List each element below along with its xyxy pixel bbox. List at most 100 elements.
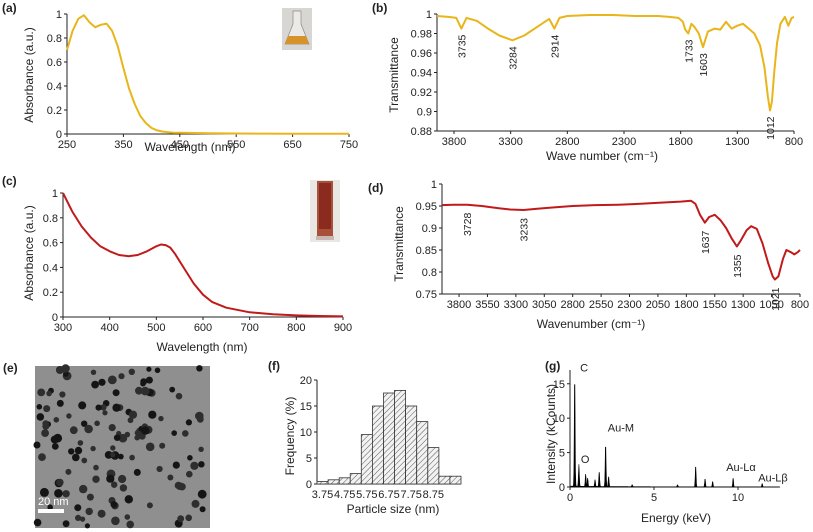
nanoparticle [42, 420, 49, 427]
panel-d-label: (d) [368, 181, 383, 195]
nanoparticle [140, 386, 150, 396]
x-tick-label: 4.75 [334, 489, 355, 501]
nanoparticle [127, 417, 134, 424]
nanoparticle [51, 443, 59, 450]
nanoparticle [74, 504, 82, 512]
nanoparticle [91, 380, 99, 389]
nanoparticle [36, 404, 43, 410]
nanoparticle [78, 401, 87, 410]
histogram-bar [338, 477, 351, 485]
peak-annotation: O [581, 454, 590, 466]
x-axis-label: Energy (keV) [641, 511, 711, 525]
histogram-bar [360, 434, 373, 485]
x-tick-label: 700 [240, 322, 258, 334]
series-line [62, 192, 344, 318]
nanoparticle [196, 365, 203, 372]
nanoparticle [81, 457, 88, 464]
y-tick-label: 0 [306, 479, 312, 491]
nanoparticle [159, 442, 166, 449]
nanoparticle [59, 391, 66, 398]
nanoparticle [146, 502, 153, 509]
histogram-bar [427, 447, 440, 485]
y-tick-label: 0.4 [43, 262, 58, 274]
flask-photo [282, 8, 312, 50]
x-tick-label: 2300 [612, 136, 636, 148]
nanoparticle [72, 453, 80, 462]
y-tick-label: 1 [56, 9, 62, 21]
nanoparticle [129, 454, 135, 461]
nanoparticle [90, 445, 96, 452]
y-tick-label: 10 [553, 413, 565, 425]
x-axis-label: Wavelength (nm) [145, 140, 236, 154]
x-tick-label: 7.75 [400, 489, 421, 501]
peak-label: 1355 [732, 254, 744, 278]
x-tick-label: 3050 [532, 299, 556, 311]
histogram-bar [405, 405, 418, 485]
nanoparticle [146, 366, 152, 372]
nanoparticle [148, 410, 157, 419]
nanoparticle [172, 461, 180, 469]
peak-label: 1733 [683, 39, 695, 63]
y-tick-label: 20 [300, 375, 312, 387]
peak-label: 3735 [456, 34, 468, 58]
x-tick-label: 5 [651, 492, 657, 504]
nanoparticle [74, 446, 83, 455]
y-tick-label: 0.8 [422, 267, 437, 279]
y-tick-label: 0 [559, 482, 565, 494]
peak-label: 1603 [698, 53, 710, 77]
x-tick-label: 3.75 [312, 489, 333, 501]
x-tick-label: 0 [567, 492, 573, 504]
nanoparticle [33, 441, 41, 449]
histogram-bar [327, 479, 340, 485]
nanoparticle [97, 509, 106, 518]
panel-b-label: (b) [372, 1, 387, 15]
nanoparticle [90, 369, 97, 375]
nanoparticle [186, 470, 193, 478]
panel-d: (d) 3800 3550 3300 3050 2800 2550 2300 2050 1800… [368, 179, 809, 331]
nanoparticle [95, 404, 102, 411]
nanoparticle [112, 389, 120, 397]
nanoparticle [84, 523, 90, 529]
nanoparticle [187, 455, 193, 461]
nanoparticle [41, 429, 49, 437]
peak-annotation: Au-M [608, 422, 634, 434]
nanoparticle [69, 426, 78, 435]
x-tick-label: 3300 [504, 299, 528, 311]
peak-label: 3233 [519, 218, 531, 242]
x-axis-label: Wave number (cm⁻¹) [546, 149, 658, 163]
nanoparticle [198, 461, 205, 468]
nanoparticle [182, 430, 189, 437]
x-tick-label: 1800 [674, 299, 698, 311]
nanoparticle [167, 474, 174, 481]
nanoparticle [54, 489, 63, 498]
histogram-bar [371, 405, 384, 485]
x-tick-label: 800 [287, 322, 305, 334]
nanoparticle [75, 514, 82, 522]
y-tick-label: 0 [52, 312, 58, 324]
y-tick-label: 1 [431, 179, 437, 191]
x-tick-label: 500 [147, 322, 165, 334]
nanoparticle [141, 426, 150, 435]
x-tick-label: 1800 [668, 136, 692, 148]
nanoparticle [118, 433, 128, 443]
x-tick-label: 550 [227, 139, 245, 151]
y-tick-label: 1 [52, 188, 58, 200]
y-tick-label: 10 [300, 427, 312, 439]
nanoparticle [98, 378, 106, 386]
y-tick-label: 0.8 [43, 213, 58, 225]
y-tick-label: 0.96 [411, 48, 432, 60]
nanoparticle [112, 403, 121, 412]
nanoparticle [195, 411, 204, 421]
panel-c-label: (c) [2, 174, 17, 188]
y-axis-label: Absorbance (a.u.) [22, 27, 36, 122]
nanoparticle [66, 413, 72, 419]
nanoparticle [47, 504, 53, 511]
nanoparticle [50, 435, 59, 444]
nanoparticle [124, 514, 131, 520]
y-tick-label: 0.85 [416, 245, 437, 257]
histogram-bar [449, 475, 462, 485]
cuvette-photo [310, 180, 340, 242]
panel-e-label: (e) [3, 361, 18, 375]
nanoparticle [65, 468, 72, 475]
